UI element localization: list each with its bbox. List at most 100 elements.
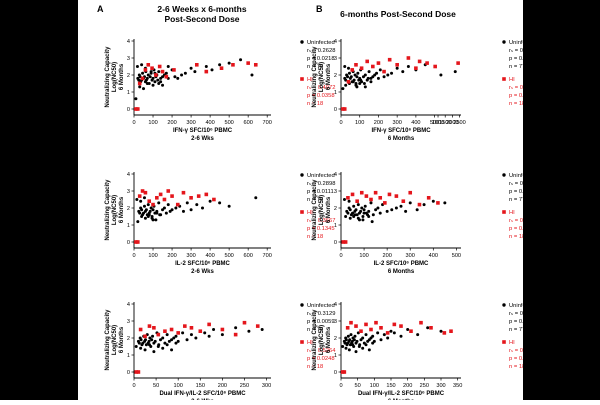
- hi-point: [345, 326, 350, 330]
- y-tick-label: 0: [334, 107, 337, 113]
- x-tick-label: 400: [411, 120, 420, 126]
- uninfected-point: [439, 73, 443, 77]
- legend-uninfected-stat: rₛ = 0.3129: [307, 311, 335, 317]
- hi-point: [417, 59, 422, 64]
- y-tick-label: 4: [334, 39, 337, 45]
- uninfected-point: [395, 66, 399, 70]
- legend-uninfected-label: Uninfected: [509, 303, 523, 309]
- x-axis-title: Dual IFN-γ/IL-2 SFC/10⁶ PBMC: [358, 391, 445, 397]
- hi-point: [219, 66, 224, 70]
- hi-point: [399, 324, 403, 328]
- x-axis-subtitle: 6 Months: [388, 136, 415, 142]
- x-tick-label: 300: [186, 120, 195, 126]
- x-tick-label: 0: [132, 120, 135, 126]
- hi-point: [246, 61, 250, 65]
- uninfected-point: [367, 348, 371, 352]
- chart-panel-5: 0 1 2 3 4 0 50 100 150 200 250 300 Dual IFN-γ/IL-2 S…: [105, 302, 336, 405]
- uninfected-point: [356, 203, 360, 207]
- uninfected-point: [260, 328, 264, 331]
- y-tick-label: 2: [127, 206, 130, 212]
- uninfected-point: [353, 213, 357, 217]
- uninfected-point: [346, 334, 350, 338]
- x-tick-label: 700: [263, 253, 272, 259]
- hi-point: [183, 324, 187, 328]
- legend-uninfected-stat: n = 77: [509, 327, 523, 333]
- hi-point: [189, 196, 193, 200]
- uninfected-point: [183, 71, 187, 75]
- hi-point: [401, 199, 406, 203]
- uninfected-point: [161, 83, 165, 87]
- uninfected-point: [376, 206, 380, 210]
- x-tick-label: 0: [339, 383, 342, 389]
- uninfected-point: [180, 73, 184, 77]
- uninfected-point: [254, 196, 258, 200]
- y-axis-title-line: Neutralizing Capacity: [312, 179, 318, 241]
- uninfected-point: [367, 209, 371, 213]
- uninfected-point: [166, 203, 170, 207]
- uninfected-point: [174, 334, 178, 338]
- hi-point: [220, 327, 225, 332]
- y-axis-title-line: Neutralizing Capacity: [312, 46, 318, 108]
- legend-hi-stat: p = 0.0358: [307, 93, 335, 99]
- uninfected-point: [404, 209, 408, 213]
- hi-point: [181, 190, 186, 195]
- hi-point: [346, 80, 351, 84]
- x-axis-subtitle: 6 Months: [388, 269, 415, 275]
- y-axis-title-line: Neutralizing Capacity: [312, 309, 318, 371]
- x-tick-label: 400: [429, 253, 438, 259]
- legend-uninfected-stat: rₛ = 0.1554: [509, 181, 523, 187]
- uninfected-point: [143, 348, 147, 352]
- uninfected-point: [346, 66, 350, 70]
- uninfected-point: [369, 80, 373, 84]
- uninfected-point: [369, 201, 373, 205]
- uninfected-point: [176, 76, 180, 80]
- x-tick-label: 50: [153, 383, 159, 389]
- uninfected-point: [145, 82, 149, 85]
- uninfected-point: [346, 75, 350, 79]
- legend-uninfected-marker: [300, 303, 304, 307]
- uninfected-point: [176, 339, 180, 343]
- x-tick-label: 100: [370, 383, 379, 389]
- y-tick-label: 4: [127, 172, 130, 178]
- uninfected-point: [367, 215, 371, 218]
- legend-hi-stat: n = 18: [307, 364, 323, 370]
- legend-uninfected-stat: rₛ = 0.2628: [307, 48, 335, 54]
- uninfected-point: [164, 211, 168, 215]
- hi-point: [137, 81, 142, 86]
- hi-point: [392, 322, 397, 327]
- y-axis-title-line: 6 Months: [326, 326, 332, 353]
- y-tick-label: 4: [334, 302, 337, 308]
- hi-point: [134, 107, 138, 111]
- legend-hi-label: HI: [307, 210, 313, 216]
- x-tick-label: 0: [339, 253, 342, 259]
- uninfected-point: [157, 201, 161, 205]
- hi-point: [212, 197, 216, 202]
- y-tick-label: 1: [334, 223, 337, 229]
- y-axis-title-line: 6 Months: [119, 326, 125, 353]
- uninfected-point: [344, 78, 348, 82]
- legend-hi-stat: rₛ = 0.3667: [307, 218, 335, 224]
- uninfected-point: [360, 206, 364, 210]
- hi-point: [350, 68, 355, 72]
- x-tick-label: 200: [382, 253, 391, 259]
- uninfected-point: [422, 203, 426, 207]
- hi-point: [157, 64, 162, 69]
- x-tick-label: 100: [148, 120, 157, 126]
- legend-hi-marker: [300, 77, 304, 81]
- uninfected-point: [201, 206, 204, 210]
- legend-uninfected-stat: p = 0.0059: [307, 319, 335, 325]
- hi-point: [175, 202, 180, 207]
- hi-point: [359, 329, 363, 333]
- uninfected-point: [401, 70, 405, 74]
- legend-uninfected-label: Uninfected: [509, 173, 523, 179]
- y-tick-label: 0: [127, 370, 130, 376]
- x-tick-label: 200: [374, 120, 383, 126]
- uninfected-point: [367, 70, 371, 74]
- uninfected-point: [341, 345, 345, 348]
- uninfected-point: [142, 196, 146, 200]
- uninfected-point: [239, 58, 243, 62]
- hi-point: [343, 240, 348, 244]
- x-tick-label: 1000: [432, 120, 444, 126]
- hi-point: [429, 326, 433, 330]
